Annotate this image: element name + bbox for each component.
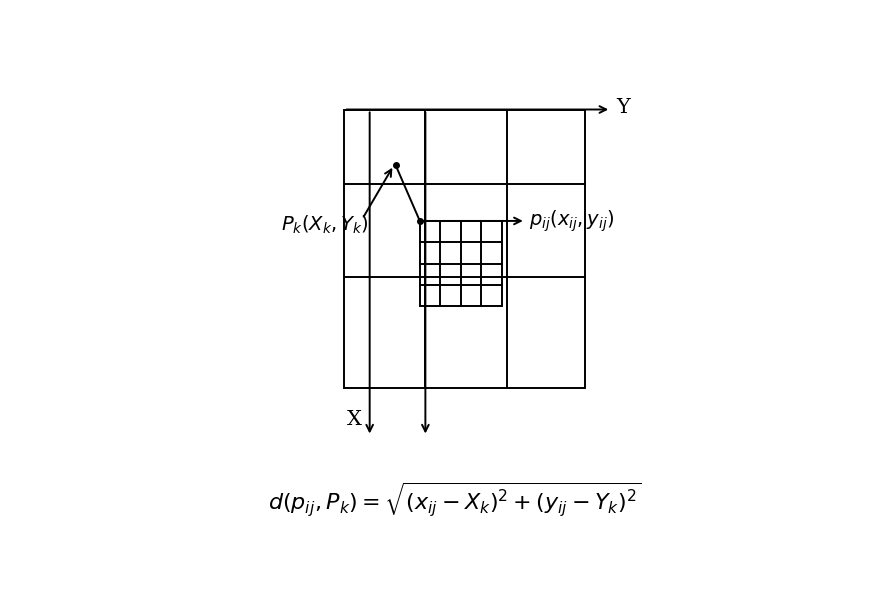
Text: $P_k(X_k, Y_k)$: $P_k(X_k, Y_k)$ xyxy=(281,213,369,236)
Text: $p_{ij}(x_{ij}, y_{ij})$: $p_{ij}(x_{ij}, y_{ij})$ xyxy=(529,208,614,234)
Text: X: X xyxy=(347,411,362,429)
Text: Y: Y xyxy=(616,98,630,117)
Text: $d(p_{ij}, P_k) = \sqrt{(x_{ij}-X_k)^2+(y_{ij}-Y_k)^2}$: $d(p_{ij}, P_k) = \sqrt{(x_{ij}-X_k)^2+(… xyxy=(268,480,642,519)
Bar xyxy=(420,221,502,306)
Bar xyxy=(344,110,585,388)
